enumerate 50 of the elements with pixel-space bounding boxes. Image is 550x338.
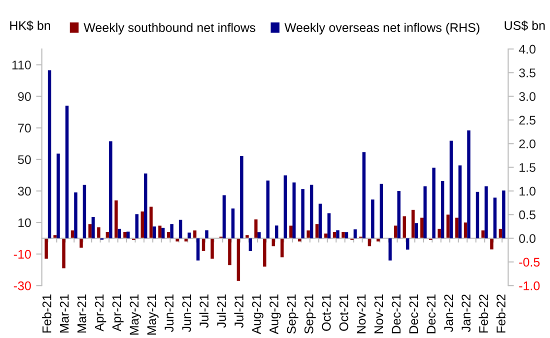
- x-tick-label: Aug-21: [252, 294, 264, 334]
- y-tick-label: 50: [18, 155, 31, 164]
- y2-tick-label: 3.0: [519, 92, 536, 101]
- x-tick-label: Sep-21: [304, 294, 316, 334]
- x-tick-label: Nov-21: [374, 294, 384, 334]
- x-tick-label: Aug-21: [270, 294, 281, 334]
- y-tick-label: 30: [18, 186, 31, 196]
- x-tick-label: Nov-21: [356, 294, 366, 334]
- x-tick-label: Jun-21: [182, 294, 192, 332]
- y-tick-label: 110: [12, 60, 31, 70]
- legend-label: Weekly southbound net inflows: [84, 22, 256, 34]
- y-axis-title: HK$ bn: [10, 20, 50, 31]
- x-tick-label: Jan-22: [444, 294, 454, 332]
- x-tick-label: Jun-21: [164, 294, 174, 332]
- x-tick-label: Sep-21: [286, 294, 298, 334]
- x-tick-label: Feb-22: [478, 294, 488, 333]
- y2-axis-title: US$ bn: [504, 20, 545, 31]
- y2-tick-label: 1.5: [520, 163, 536, 172]
- y-tick-label: 90: [18, 92, 31, 101]
- x-tick-label: Jul-21: [199, 294, 208, 328]
- y2-tick-label: -0.5: [519, 258, 540, 267]
- x-tick-label: Apr-21: [94, 294, 106, 332]
- x-tick-label: Mar-21: [77, 294, 86, 333]
- y-tick-label: -10: [14, 250, 31, 259]
- y-tick-label: 70: [18, 124, 31, 133]
- x-tick-label: Dec-21: [392, 294, 401, 334]
- x-tick-label: Apr-21: [112, 294, 124, 332]
- y2-tick-label: 1.0: [520, 186, 536, 196]
- y2-tick-label: 4.0: [518, 44, 536, 54]
- x-tick-label: Dec-21: [409, 294, 418, 334]
- x-tick-label: May-21: [130, 294, 142, 335]
- y2-tick-label: 3.5: [519, 68, 536, 78]
- x-tick-label: Oct-21: [339, 294, 348, 331]
- x-tick-label: Jul-21: [234, 294, 244, 328]
- x-tick-label: May-21: [147, 294, 159, 335]
- x-tick-label: Jul-21: [216, 294, 226, 328]
- y2-tick-label: -1.0: [519, 281, 540, 290]
- y2-tick-label: 2.0: [519, 139, 536, 148]
- x-tick-label: Dec-21: [426, 294, 436, 334]
- y2-tick-label: 2.5: [519, 116, 536, 125]
- legend-label: Weekly overseas net inflows (RHS): [284, 22, 480, 34]
- x-tick-label: Feb-22: [496, 294, 506, 333]
- x-tick-label: Feb-21: [42, 294, 52, 333]
- x-tick-label: Oct-21: [322, 294, 331, 331]
- y-tick-label: 10: [18, 218, 31, 228]
- y-tick-label: -30: [14, 281, 31, 290]
- x-tick-label: Jan-22: [462, 294, 471, 332]
- x-tick-label: Mar-21: [60, 294, 69, 333]
- y2-tick-label: 0.5: [519, 210, 536, 220]
- y2-tick-label: 0.0: [519, 234, 536, 243]
